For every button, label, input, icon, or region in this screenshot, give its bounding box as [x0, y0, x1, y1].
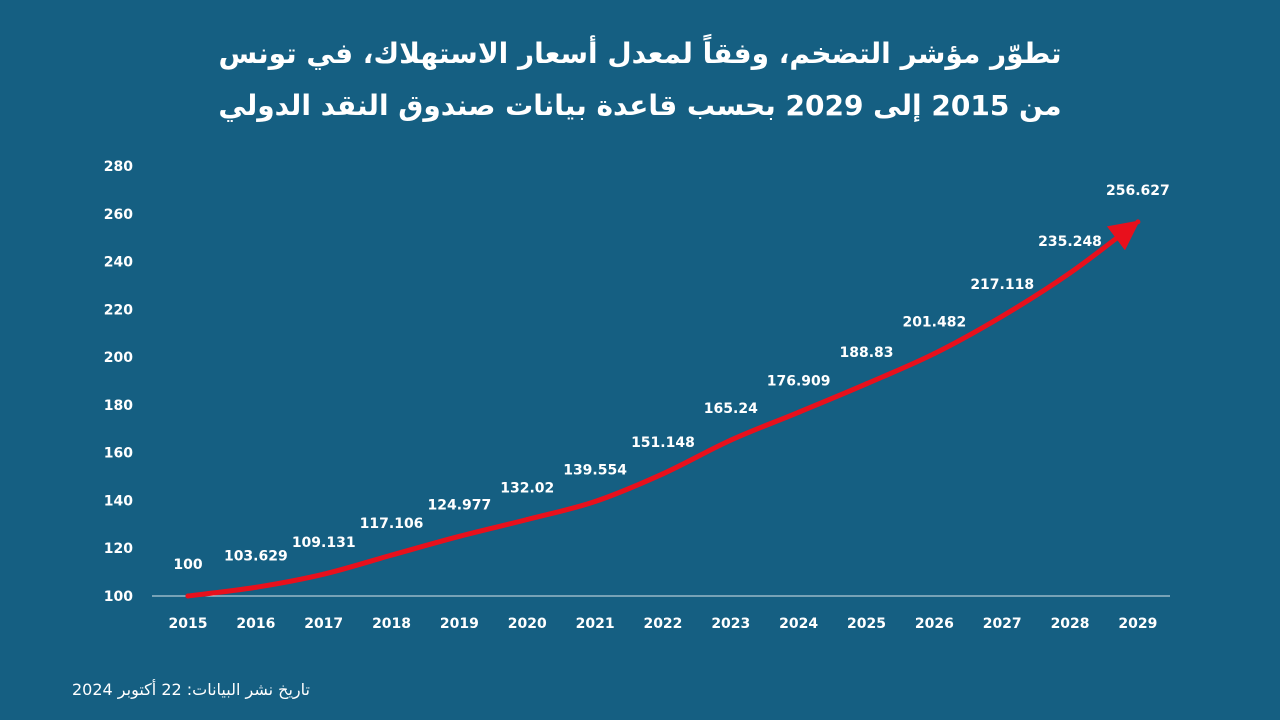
data-point — [321, 571, 327, 577]
x-tick-label: 2019 — [440, 616, 479, 632]
data-point — [524, 517, 530, 523]
data-point — [864, 381, 869, 387]
y-tick-label: 260 — [104, 207, 133, 223]
x-tick-label: 2025 — [847, 616, 886, 632]
title-line-1: تطوّر مؤشر التضخم، وفقاً لمعدل أسعار الا… — [218, 37, 1062, 70]
x-tick-label: 2017 — [304, 616, 343, 632]
data-label: 100 — [173, 557, 202, 573]
data-point — [1135, 219, 1141, 225]
data-label: 117.106 — [360, 516, 424, 532]
publication-date-note: تاريخ نشر البيانات: 22 أكتوبر 2024 — [72, 680, 310, 699]
x-tick-label: 2026 — [915, 616, 954, 632]
title-line-2: من 2015 إلى 2029 بحسب قاعدة بيانات صندوق… — [218, 89, 1062, 122]
y-tick-label: 280 — [104, 159, 133, 175]
data-label: 201.482 — [902, 315, 966, 331]
x-tick-label: 2020 — [508, 616, 547, 632]
y-tick-label: 220 — [104, 302, 133, 318]
data-point — [1067, 270, 1073, 276]
data-point — [796, 409, 802, 415]
data-label: 109.131 — [292, 535, 356, 551]
y-tick-label: 180 — [104, 398, 133, 414]
y-tick-label: 140 — [104, 493, 133, 509]
data-label: 103.629 — [224, 548, 288, 564]
x-tick-label: 2023 — [711, 616, 750, 632]
data-label: 235.248 — [1038, 234, 1102, 250]
data-point — [185, 593, 191, 599]
data-label: 151.148 — [631, 435, 695, 451]
data-point — [999, 313, 1005, 319]
data-point — [456, 533, 462, 539]
data-label: 217.118 — [970, 277, 1034, 293]
data-label: 176.909 — [767, 373, 831, 389]
x-tick-label: 2029 — [1118, 616, 1157, 632]
x-tick-label: 2022 — [643, 616, 682, 632]
data-point — [253, 584, 259, 590]
x-tick-label: 2016 — [236, 616, 275, 632]
data-point — [931, 351, 937, 357]
y-tick-label: 100 — [104, 589, 133, 605]
x-tick-label: 2015 — [169, 616, 208, 632]
chart-title: تطوّر مؤشر التضخم، وفقاً لمعدل أسعار الا… — [0, 28, 1280, 132]
x-tick-label: 2024 — [779, 616, 818, 632]
y-tick-label: 200 — [104, 350, 133, 366]
y-tick-label: 160 — [104, 446, 133, 462]
data-label: 165.24 — [704, 401, 758, 417]
x-tick-label: 2027 — [983, 616, 1022, 632]
data-point — [592, 499, 598, 505]
data-label: 124.977 — [428, 497, 492, 513]
y-tick-label: 240 — [104, 255, 133, 271]
data-label: 139.554 — [563, 463, 627, 479]
data-point — [389, 552, 395, 558]
data-label: 132.02 — [500, 481, 554, 497]
x-tick-label: 2028 — [1051, 616, 1090, 632]
data-label: 188.83 — [839, 345, 893, 361]
data-label: 256.627 — [1106, 183, 1170, 199]
x-tick-label: 2021 — [576, 616, 615, 632]
data-point — [660, 471, 666, 477]
data-point — [728, 437, 734, 443]
x-tick-label: 2018 — [372, 616, 411, 632]
y-tick-label: 120 — [104, 541, 133, 557]
